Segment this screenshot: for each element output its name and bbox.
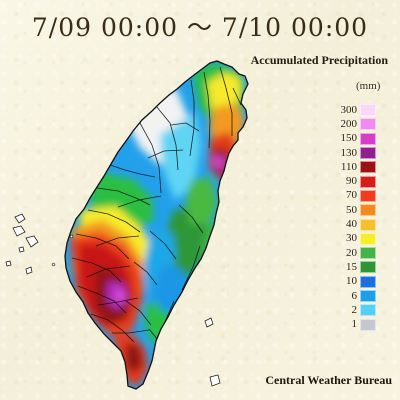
legend-label: 2	[351, 303, 358, 316]
legend-row: 300	[334, 103, 392, 117]
legend-label: 200	[340, 117, 358, 130]
legend-label: 90	[346, 175, 357, 188]
legend-row: 15	[334, 260, 392, 274]
map-title: 7/09 00:00 ～ 7/10 00:00	[31, 13, 369, 42]
legend-label: 300	[340, 103, 358, 116]
legend-label: 15	[346, 260, 357, 273]
legend-swatch	[360, 175, 376, 188]
legend-label: 110	[340, 160, 357, 173]
legend-label: 70	[346, 189, 357, 202]
legend-label: 40	[346, 218, 357, 231]
legend-swatch	[360, 318, 376, 331]
legend-label: 130	[340, 146, 358, 159]
legend-row: 110	[334, 160, 392, 174]
legend-swatch	[360, 304, 376, 317]
legend-swatch	[360, 261, 376, 274]
legend-swatch	[360, 232, 376, 245]
legend-swatch	[360, 147, 376, 160]
legend-label: 1	[351, 318, 358, 331]
legend-swatch	[360, 189, 376, 202]
legend-row: 50	[334, 203, 392, 217]
legend-swatch	[360, 247, 376, 260]
legend-swatch	[360, 161, 376, 174]
taiwan-coastline	[64, 60, 249, 390]
legend-label: 50	[346, 203, 357, 216]
legend-row: 1	[334, 317, 392, 331]
legend-row: 200	[334, 117, 392, 131]
legend-row: 70	[334, 189, 392, 203]
legend-label: 30	[346, 232, 357, 245]
legend-row: 6	[334, 289, 392, 303]
map-subtitle: Accumulated Precipitation	[250, 53, 388, 67]
legend-row: 20	[334, 246, 392, 260]
legend-row: 130	[334, 146, 392, 160]
legend-swatch	[360, 275, 376, 288]
legend-label: 10	[346, 275, 357, 288]
legend-swatch	[360, 132, 376, 145]
legend-swatch	[360, 290, 376, 302]
bureau-credit: Central Weather Bureau	[265, 373, 392, 387]
legend-swatch	[360, 204, 376, 217]
legend-row: 40	[334, 217, 392, 231]
legend-label: 20	[346, 246, 357, 259]
legend-swatch	[360, 218, 376, 231]
legend-row: 150	[334, 132, 392, 146]
legend-row: 2	[334, 303, 392, 317]
legend-row: 10	[334, 275, 392, 289]
legend-unit: (mm)	[356, 80, 381, 92]
legend-label: 150	[340, 132, 358, 145]
precipitation-legend: 300 200 150 130 110 90 70 50 40 30 20 15 10 6 2 1	[334, 103, 392, 332]
legend-swatch	[360, 118, 376, 131]
legend-label: 6	[351, 289, 358, 302]
legend-row: 30	[334, 232, 392, 246]
legend-swatch	[360, 104, 376, 117]
legend-row: 90	[334, 174, 392, 188]
offshore-islands	[5, 213, 221, 387]
